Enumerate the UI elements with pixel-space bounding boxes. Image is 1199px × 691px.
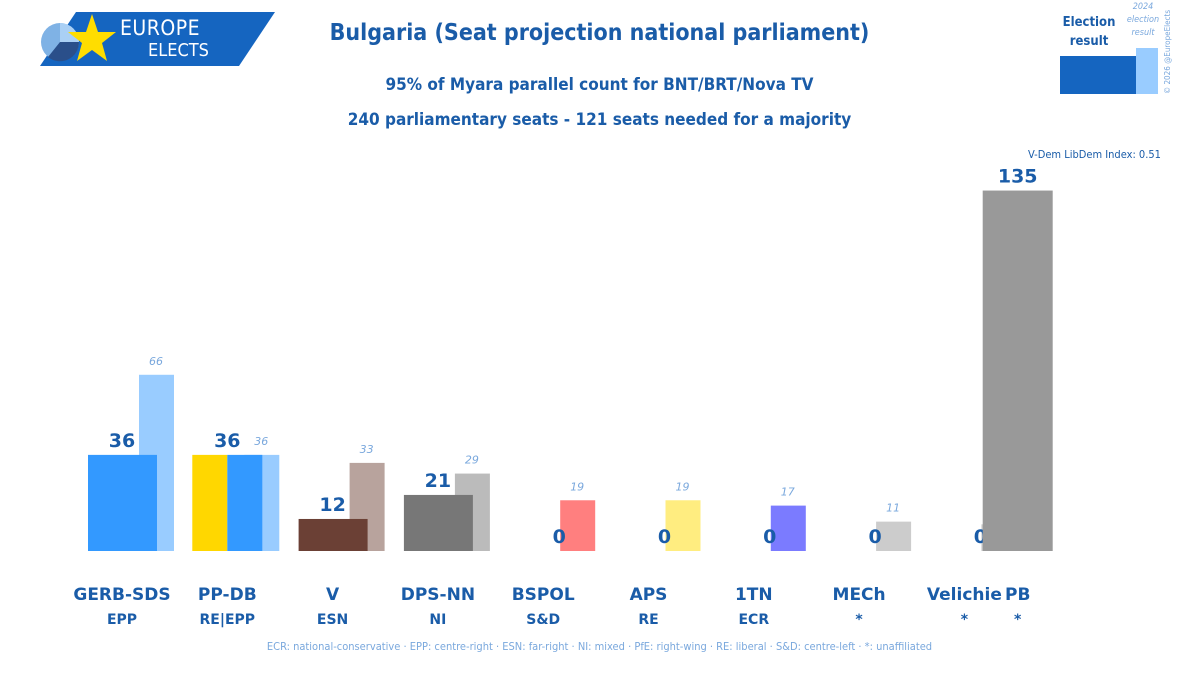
footer-legend: ECR: national-conservative · EPP: centre… xyxy=(266,640,933,653)
value-label-current-pb: 135 xyxy=(998,166,1038,188)
value-label-previous-dps-nn: 29 xyxy=(465,454,479,467)
group-label-bspol: S&D xyxy=(526,612,560,628)
category-label-pb: PB xyxy=(1005,585,1030,605)
chart-subtitle-seats: 240 parliamentary seats - 121 seats need… xyxy=(347,110,852,130)
value-label-current-pp-db: 36 xyxy=(214,430,240,452)
legend-current-label-2: result xyxy=(1069,34,1109,49)
bar-previous-bspol xyxy=(560,500,596,551)
value-label-previous-1tn: 17 xyxy=(781,486,795,499)
bar-current-v xyxy=(298,518,368,551)
bar-current-pb xyxy=(982,190,1053,552)
value-label-previous-v: 33 xyxy=(360,443,374,456)
bar-current-pp-db-part1 xyxy=(192,454,228,551)
group-label-gerb-sds: EPP xyxy=(107,612,137,628)
group-label-dps-nn: NI xyxy=(429,612,446,628)
value-label-current-1tn: 0 xyxy=(763,526,776,548)
bar-previous-1tn xyxy=(770,505,806,551)
category-label-aps: APS xyxy=(630,585,668,605)
value-label-previous-bspol: 19 xyxy=(570,480,584,493)
chart-subtitle-source: 95% of Myara parallel count for BNT/BRT/… xyxy=(385,75,814,95)
europe-elects-logo xyxy=(40,12,275,66)
value-label-previous-pp-db: 36 xyxy=(254,435,268,448)
group-label-mech: * xyxy=(855,612,863,628)
bar-current-gerb-sds xyxy=(88,454,157,551)
value-label-current-dps-nn: 21 xyxy=(425,470,451,492)
legend-previous-label-1: 2024 xyxy=(1132,2,1154,12)
category-label-dps-nn: DPS-NN xyxy=(401,585,475,605)
value-label-current-bspol: 0 xyxy=(553,526,566,548)
group-label-v: ESN xyxy=(317,612,348,628)
bar-current-pp-db-part2 xyxy=(227,454,263,551)
legend: Election result 2024 election result xyxy=(1060,2,1170,98)
group-label-pb: * xyxy=(1014,612,1022,628)
legend-previous-swatch xyxy=(1136,48,1158,94)
legend-previous-label-2: election xyxy=(1126,15,1160,25)
category-label-1tn: 1TN xyxy=(735,585,773,605)
bar-previous-aps xyxy=(665,500,701,551)
group-label-velichie: * xyxy=(961,612,969,628)
group-label-aps: RE xyxy=(638,612,658,628)
value-label-current-aps: 0 xyxy=(658,526,671,548)
legend-current-label-1: Election xyxy=(1062,15,1116,30)
category-label-pp-db: PP-DB xyxy=(198,585,257,605)
logo-text-elects: ELECTS xyxy=(148,40,209,61)
value-label-previous-gerb-sds: 66 xyxy=(149,355,163,368)
value-label-current-gerb-sds: 36 xyxy=(109,430,135,452)
value-label-current-mech: 0 xyxy=(868,526,881,548)
bar-current-dps-nn xyxy=(403,494,473,551)
group-label-1tn: ECR xyxy=(738,612,769,628)
value-label-previous-aps: 19 xyxy=(676,480,690,493)
chart-title: Bulgaria (Seat projection national parli… xyxy=(329,20,870,46)
bar-previous-mech xyxy=(876,521,912,551)
legend-previous-label-3: result xyxy=(1131,28,1155,38)
value-label-current-v: 12 xyxy=(319,494,345,516)
value-label-previous-mech: 11 xyxy=(886,502,900,515)
category-label-v: V xyxy=(326,585,340,605)
category-label-bspol: BSPOL xyxy=(512,585,575,605)
category-label-velichie: Velichie xyxy=(927,585,1002,605)
group-label-pp-db: RE|EPP xyxy=(200,612,256,628)
logo-text-europe: EUROPE xyxy=(120,16,201,40)
vdem-annotation: V-Dem LibDem Index: 0.51 xyxy=(1028,148,1161,161)
category-label-gerb-sds: GERB-SDS xyxy=(73,585,170,605)
category-label-mech: MECh xyxy=(833,585,886,605)
legend-current-swatch xyxy=(1060,56,1136,94)
